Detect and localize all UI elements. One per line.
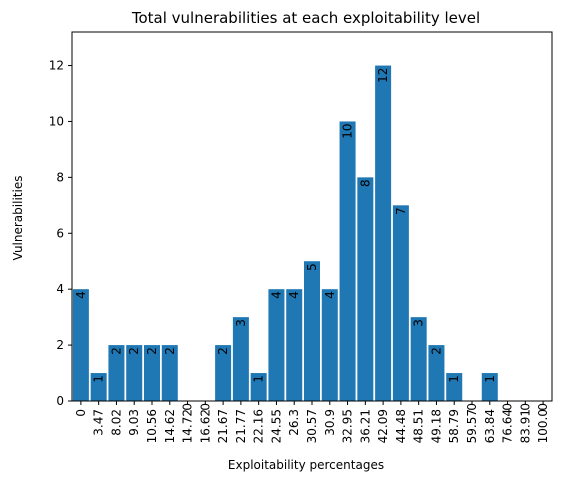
data-label-26.3: 4: [287, 291, 301, 299]
y-axis-ticks: 0 2 4 6 8 10 12: [49, 59, 72, 408]
bar-48.51: [410, 317, 427, 401]
data-label-21.67: 2: [216, 347, 230, 355]
data-label-24.55: 4: [269, 291, 283, 299]
x-tick-label-49.18: 49.18: [429, 409, 443, 443]
x-tick-label-58.79: 58.79: [447, 409, 461, 443]
y-tick-label-0: 0: [56, 394, 64, 408]
data-label-22.16: 1: [252, 375, 266, 383]
data-label-14.62: 2: [163, 347, 177, 355]
x-tick-label-100.0: 100.0: [536, 409, 550, 443]
x-tick-label-48.51: 48.51: [412, 409, 426, 443]
data-label-63.84: 1: [483, 375, 497, 383]
bar-30.9: [321, 289, 338, 401]
bar-9.03: [126, 345, 143, 401]
data-label-100.0: 0: [536, 403, 550, 411]
x-tick-label-42.09: 42.09: [376, 409, 390, 443]
data-label-9.03: 2: [127, 347, 141, 355]
x-tick-label-8.02: 8.02: [109, 409, 123, 436]
data-label-30.57: 5: [305, 263, 319, 271]
bar-8.02: [108, 345, 125, 401]
chart-title: Total vulnerabilities at each exploitabi…: [131, 9, 480, 27]
x-tick-label-14.62: 14.62: [163, 409, 177, 443]
x-tick-label-9.03: 9.03: [127, 409, 141, 436]
data-label-32.95: 10: [341, 123, 355, 138]
x-tick-label-26.3: 26.3: [287, 409, 301, 436]
x-tick-label-30.57: 30.57: [305, 409, 319, 443]
bar-58.79: [446, 373, 463, 401]
data-label-42.09: 12: [376, 68, 390, 83]
x-tick-label-30.9: 30.9: [323, 409, 337, 436]
data-label-16.62: 0: [198, 403, 212, 411]
x-tick-label-0: 0: [74, 409, 88, 417]
data-label-44.48: 7: [394, 207, 408, 215]
x-tick-label-32.95: 32.95: [341, 409, 355, 443]
x-tick-label-22.16: 22.16: [252, 409, 266, 443]
data-label-83.91: 0: [518, 403, 532, 411]
x-tick-label-63.84: 63.84: [483, 409, 497, 443]
y-tick-label-4: 4: [56, 282, 64, 296]
data-label-3.47: 1: [92, 375, 106, 383]
data-label-10.56: 2: [145, 347, 159, 355]
bars-layer: [72, 65, 498, 402]
x-tick-label-3.47: 3.47: [92, 409, 106, 436]
data-label-0: 4: [74, 291, 88, 299]
bar-21.77: [232, 317, 249, 401]
y-tick-label-12: 12: [49, 59, 64, 73]
data-label-48.51: 3: [412, 319, 426, 327]
data-label-36.21: 8: [358, 179, 372, 187]
x-tick-label-36.21: 36.21: [358, 409, 372, 443]
bar-36.21: [357, 177, 374, 401]
x-tick-label-14.72: 14.72: [181, 409, 195, 443]
data-label-58.79: 1: [447, 375, 461, 383]
bar-26.3: [286, 289, 303, 401]
bar-63.84: [481, 373, 498, 401]
bar-3.47: [90, 373, 107, 401]
x-tick-label-24.55: 24.55: [269, 409, 283, 443]
x-tick-label-21.77: 21.77: [234, 409, 248, 443]
bar-24.55: [268, 289, 285, 401]
bar-32.95: [339, 121, 356, 401]
y-tick-label-10: 10: [49, 114, 64, 128]
x-axis-label: Exploitability percentages: [228, 458, 384, 472]
y-axis-label: Vulnerabilities: [11, 176, 25, 261]
bar-42.09: [375, 65, 392, 402]
bar-49.18: [428, 345, 445, 401]
data-label-76.64: 0: [501, 403, 515, 411]
x-tick-label-83.91: 83.91: [518, 409, 532, 443]
data-label-49.18: 2: [429, 347, 443, 355]
bar-14.62: [161, 345, 178, 401]
x-tick-label-44.48: 44.48: [394, 409, 408, 443]
x-tick-label-59.57: 59.57: [465, 409, 479, 443]
x-tick-label-21.67: 21.67: [216, 409, 230, 443]
bar-30.57: [304, 261, 320, 401]
y-tick-label-8: 8: [56, 170, 64, 184]
data-label-21.77: 3: [234, 319, 248, 327]
y-tick-label-2: 2: [56, 338, 64, 352]
bar-21.67: [215, 345, 232, 401]
bar-44.48: [392, 205, 409, 401]
data-label-30.9: 4: [323, 291, 337, 299]
data-label-59.57: 0: [465, 403, 479, 411]
bar-10.56: [144, 345, 160, 401]
x-tick-label-16.62: 16.62: [198, 409, 212, 443]
x-tick-label-76.64: 76.64: [501, 409, 515, 443]
x-tick-label-10.56: 10.56: [145, 409, 159, 443]
x-axis-ticks: 0 3.47 8.02 9.03 10.56 14.62 14.72 16.62 21.67 21…: [74, 401, 550, 443]
data-label-8.02: 2: [109, 347, 123, 355]
bar-0: [72, 289, 89, 401]
y-tick-label-6: 6: [56, 226, 64, 240]
bar-22.16: [250, 373, 267, 401]
data-label-14.72: 0: [181, 403, 195, 411]
